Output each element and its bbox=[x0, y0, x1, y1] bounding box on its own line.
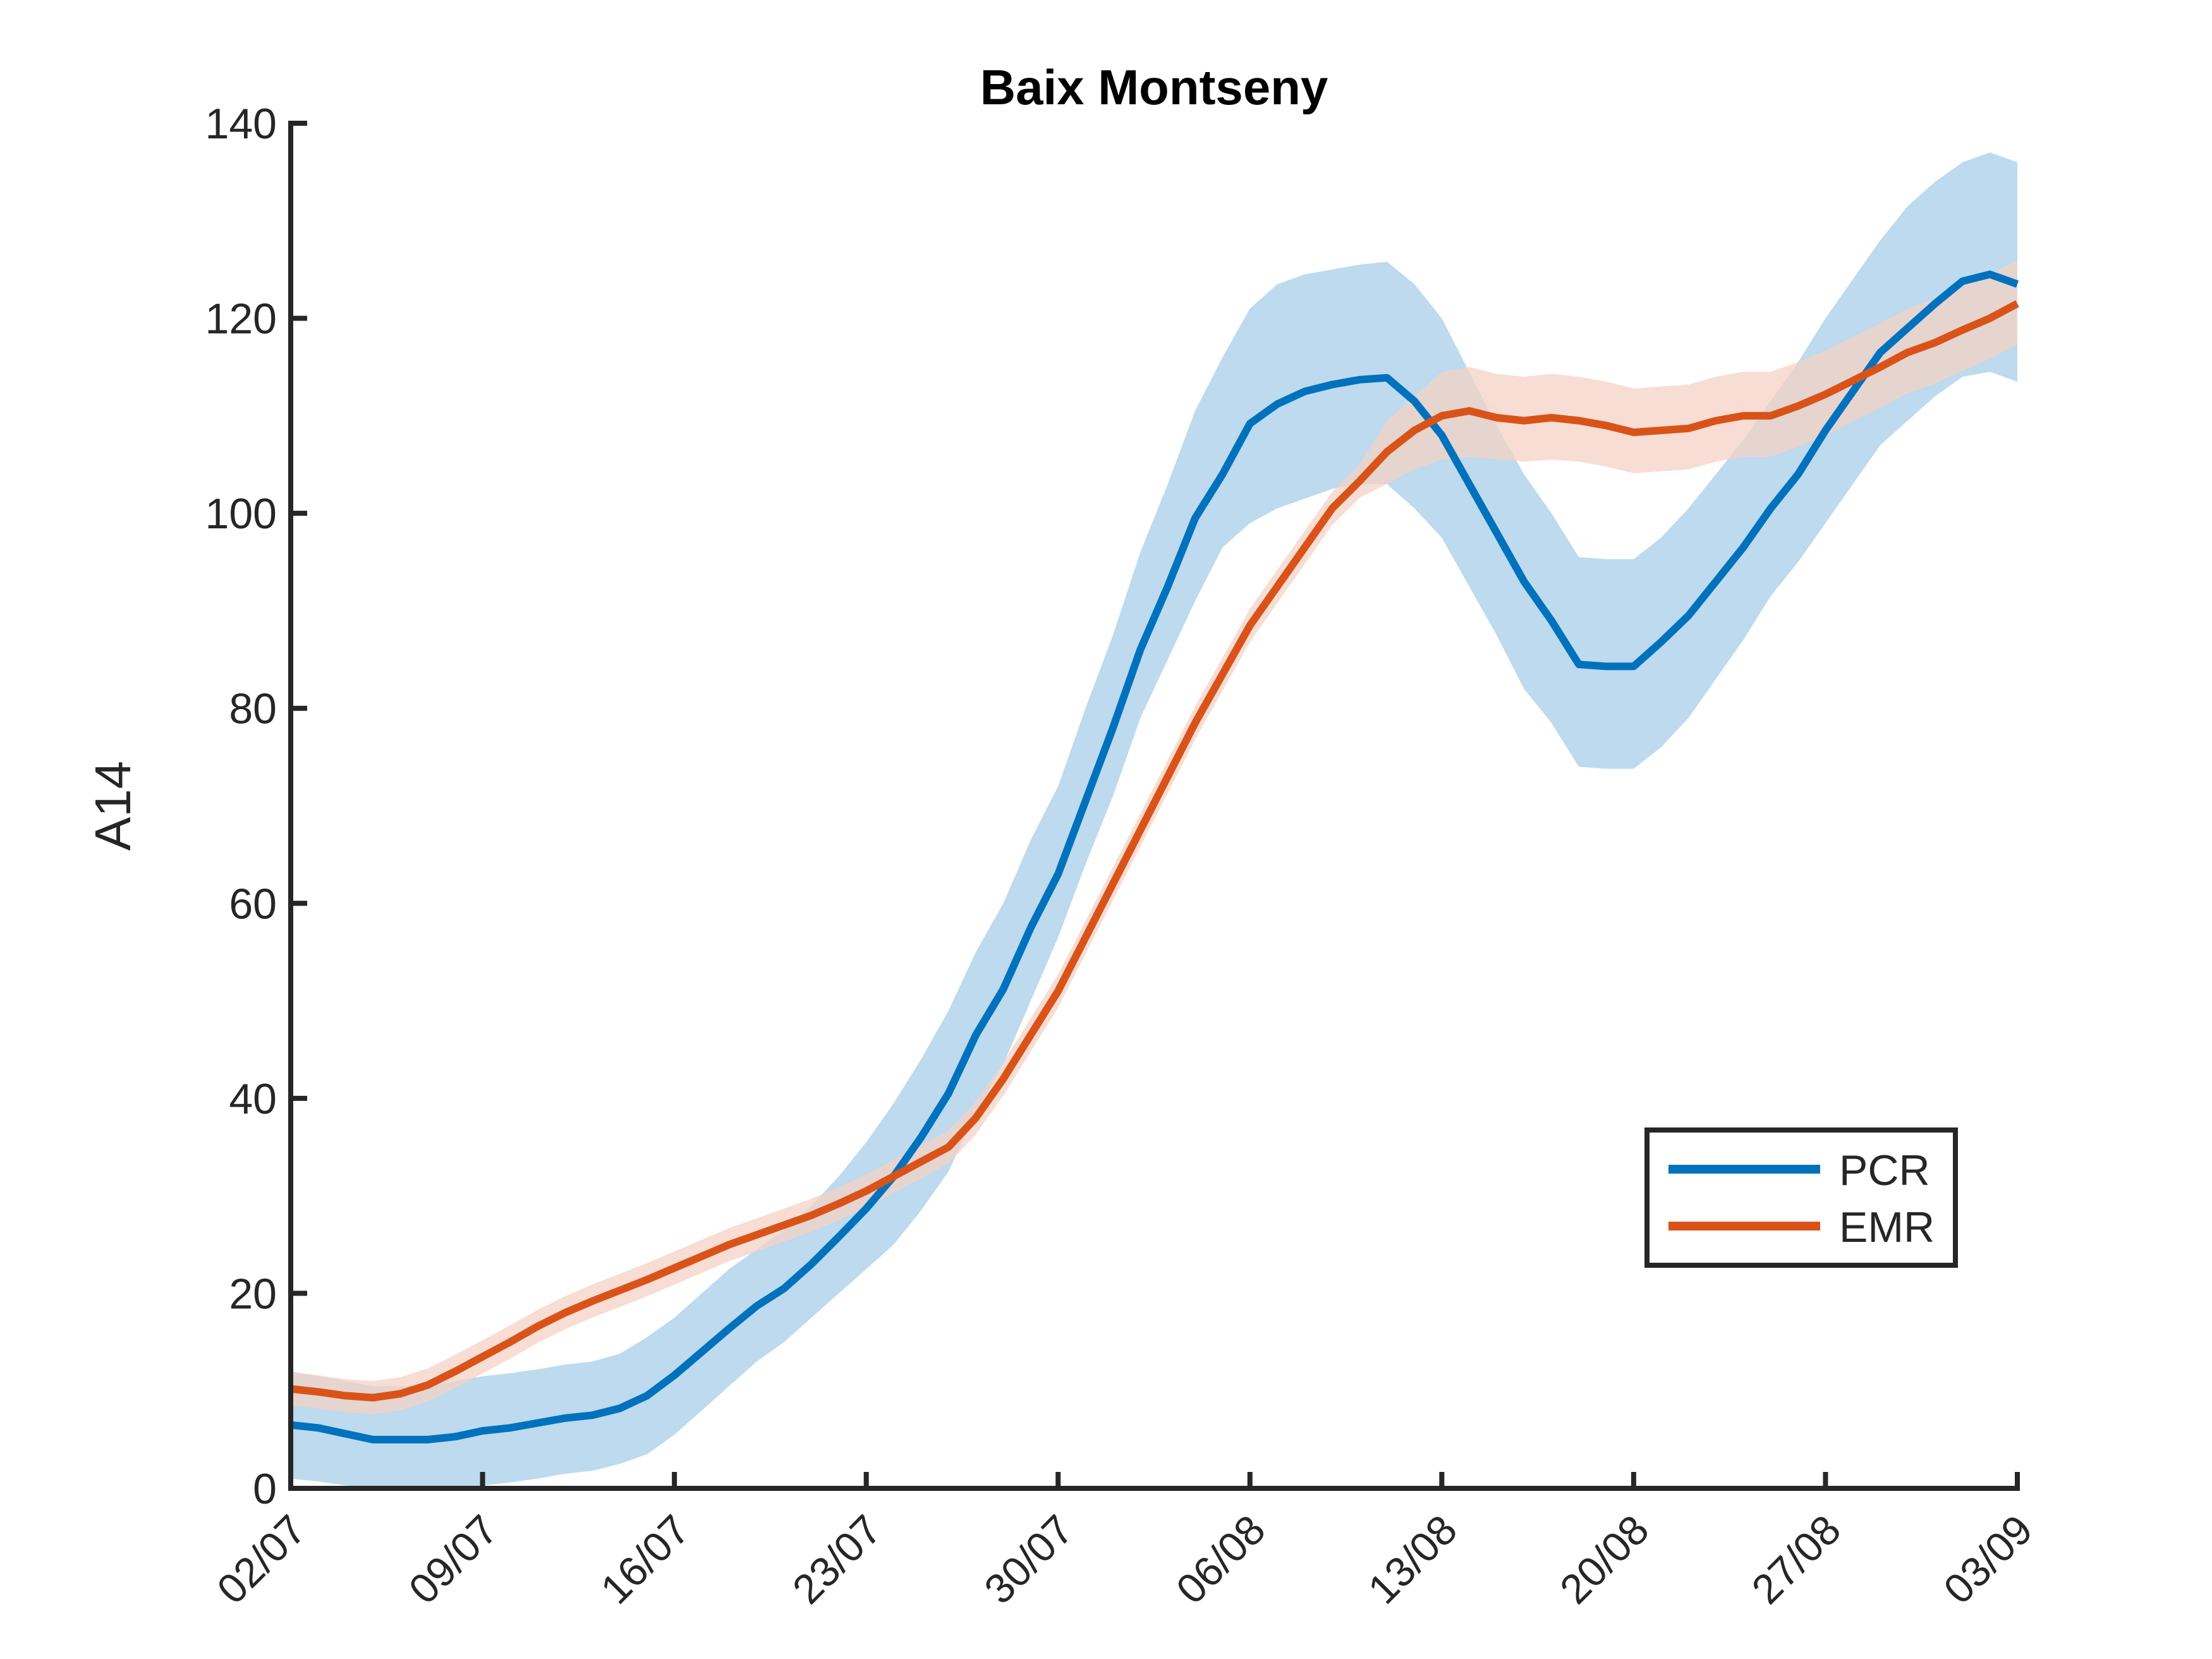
x-tick-label: 09/07 bbox=[399, 1506, 506, 1613]
y-tick-label: 80 bbox=[229, 685, 277, 733]
confidence-bands bbox=[291, 152, 2017, 1488]
y-tick-label: 100 bbox=[205, 490, 277, 538]
x-tick-label: 06/08 bbox=[1167, 1506, 1274, 1613]
legend-label-pcr: PCR bbox=[1839, 1146, 1930, 1194]
y-tick-label: 120 bbox=[205, 295, 277, 343]
series-line-pcr bbox=[290, 270, 2019, 1443]
series-lines bbox=[290, 270, 2019, 1443]
x-tick-label: 27/08 bbox=[1742, 1506, 1849, 1613]
y-tick-label: 140 bbox=[205, 100, 277, 148]
y-tick-label: 0 bbox=[253, 1465, 277, 1513]
series-line-emr bbox=[290, 300, 2019, 1402]
axes bbox=[288, 121, 2020, 1491]
legend-label-emr: EMR bbox=[1839, 1203, 1935, 1251]
x-tick-label: 23/07 bbox=[783, 1506, 890, 1613]
x-tick-label: 02/07 bbox=[208, 1506, 315, 1613]
y-axis-label: A14 bbox=[85, 761, 141, 851]
y-tick-labels: 0 20 40 60 80 100 120 140 bbox=[205, 100, 277, 1513]
chart-title: Baix Montseny bbox=[980, 59, 1328, 115]
band-emr bbox=[291, 260, 2017, 1414]
x-tick-label: 20/08 bbox=[1551, 1506, 1658, 1613]
x-tick-labels: 02/07 09/07 16/07 23/07 30/07 06/08 13/08 20/08… bbox=[208, 1506, 2041, 1613]
y-tick-label: 40 bbox=[229, 1075, 277, 1123]
y-tick-label: 60 bbox=[229, 880, 277, 928]
band-pcr bbox=[291, 152, 2017, 1488]
y-tick-label: 20 bbox=[229, 1270, 277, 1318]
x-tick-label: 16/07 bbox=[592, 1506, 698, 1613]
legend-box bbox=[1644, 1127, 1958, 1268]
legend: PCR EMR bbox=[1644, 1127, 1958, 1268]
x-tick-label: 30/07 bbox=[975, 1506, 1082, 1613]
x-tick-label: 13/08 bbox=[1359, 1506, 1466, 1613]
x-tick-label: 03/09 bbox=[1935, 1506, 2041, 1613]
